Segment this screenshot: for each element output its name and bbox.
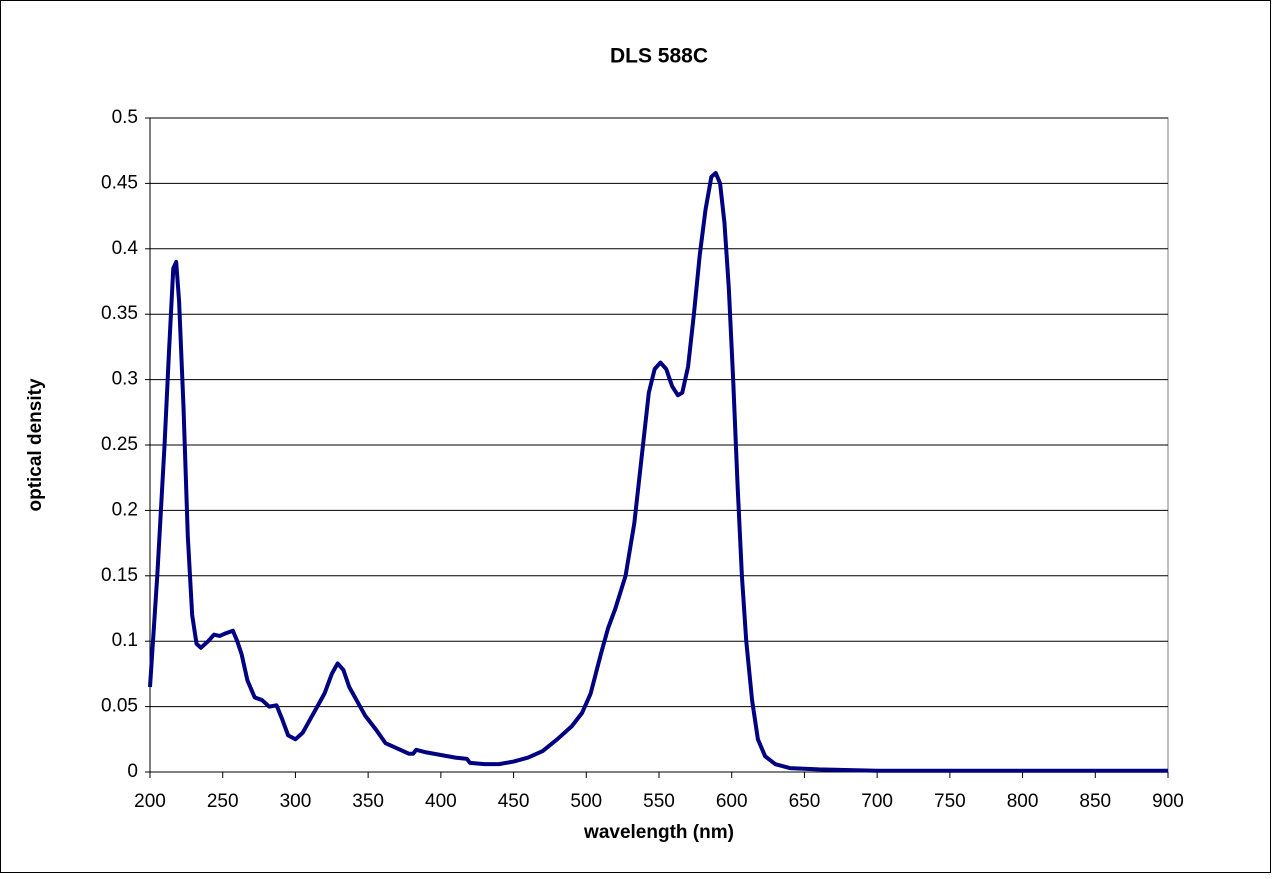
x-tick-label: 300 — [280, 791, 312, 812]
y-tick-label: 0.2 — [112, 499, 138, 520]
x-tick-label: 650 — [789, 791, 821, 812]
y-tick-label: 0.5 — [112, 107, 138, 128]
x-tick-label: 350 — [352, 791, 384, 812]
y-axis-label: optical density — [25, 378, 46, 511]
chart-title: DLS 588C — [610, 45, 708, 68]
y-tick-label: 0.4 — [112, 238, 139, 259]
x-tick-label: 550 — [643, 791, 675, 812]
x-tick-label: 900 — [1152, 791, 1184, 812]
y-tick-label: 0.35 — [101, 303, 138, 324]
x-tick-label: 400 — [425, 791, 457, 812]
x-tick-label: 800 — [1007, 791, 1039, 812]
y-tick-label: 0.25 — [101, 434, 138, 455]
x-tick-label: 500 — [570, 791, 602, 812]
x-tick-label: 750 — [934, 791, 966, 812]
x-tick-label: 450 — [498, 791, 530, 812]
x-tick-label: 850 — [1079, 791, 1111, 812]
y-tick-label: 0.05 — [101, 696, 138, 717]
y-tick-label: 0.3 — [112, 369, 138, 390]
data-line — [148, 170, 1168, 773]
y-tick-label: 0.1 — [112, 630, 138, 651]
x-tick-label: 700 — [861, 791, 893, 812]
y-tick-label: 0.45 — [101, 172, 138, 193]
x-tick-label: 200 — [134, 791, 166, 812]
x-tick-label: 250 — [207, 791, 239, 812]
x-tick-label: 600 — [716, 791, 748, 812]
x-axis-label: wavelength (nm) — [583, 822, 734, 843]
y-tick-label: 0 — [127, 761, 138, 782]
y-tick-label: 0.15 — [101, 565, 138, 586]
